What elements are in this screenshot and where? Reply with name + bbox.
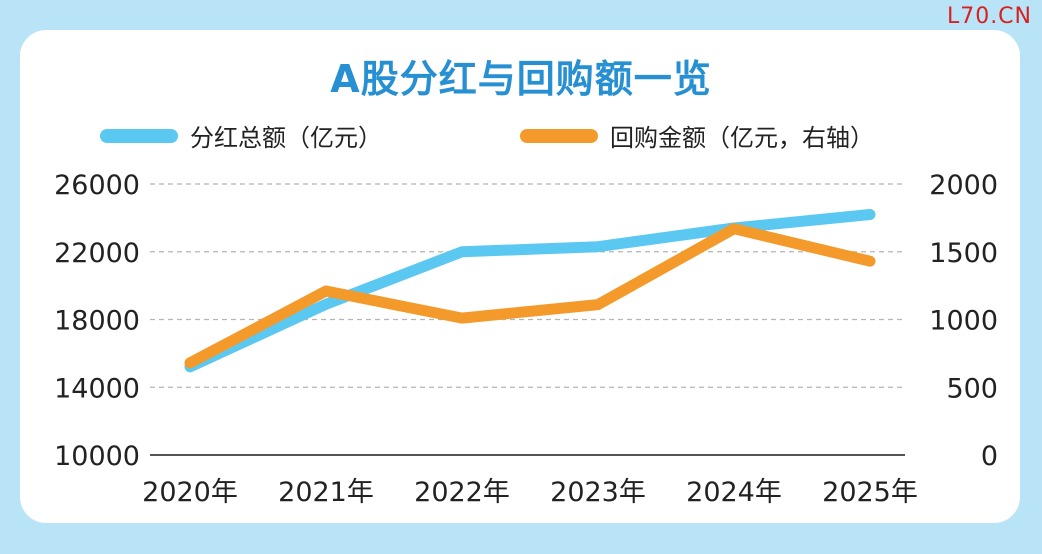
series-line-buybacks bbox=[184, 223, 876, 369]
y-right-tick-label: 2000 bbox=[929, 170, 998, 201]
series-lines bbox=[184, 209, 876, 373]
y-right-tick-label: 1000 bbox=[929, 306, 998, 337]
legend-item-dividends: 分红总额（亿元） bbox=[100, 118, 382, 153]
legend-label-buybacks: 回购金额（亿元，右轴） bbox=[610, 124, 874, 152]
x-tick-label: 2022年 bbox=[414, 477, 510, 508]
x-tick-label: 2024年 bbox=[686, 477, 782, 508]
legend-swatch-buybacks bbox=[520, 128, 598, 143]
y-axis-right: 0 500 1000 1500 2000 bbox=[929, 170, 998, 472]
gridlines bbox=[150, 183, 905, 456]
y-right-tick-label: 500 bbox=[946, 373, 998, 404]
legend-label-dividends: 分红总额（亿元） bbox=[190, 124, 382, 152]
y-left-tick-label: 14000 bbox=[54, 373, 140, 404]
y-axis-left: 10000 14000 18000 22000 26000 bbox=[54, 170, 140, 472]
watermark: L70.CN bbox=[946, 4, 1032, 29]
y-left-tick-label: 22000 bbox=[54, 238, 140, 269]
x-tick-label: 2025年 bbox=[822, 477, 918, 508]
x-axis: 2020年 2021年 2022年 2023年 2024年 2025年 bbox=[142, 477, 918, 508]
y-right-tick-label: 1500 bbox=[929, 238, 998, 269]
x-tick-label: 2020年 bbox=[142, 477, 238, 508]
chart-card bbox=[20, 30, 1020, 523]
y-right-tick-label: 0 bbox=[981, 441, 998, 472]
legend-item-buybacks: 回购金额（亿元，右轴） bbox=[520, 118, 874, 153]
y-left-tick-label: 26000 bbox=[54, 170, 140, 201]
series-line-dividends bbox=[184, 209, 876, 373]
chart-title: A股分红与回购额一览 bbox=[330, 57, 712, 101]
y-left-tick-label: 18000 bbox=[54, 306, 140, 337]
y-left-tick-label: 10000 bbox=[54, 441, 140, 472]
legend-swatch-dividends bbox=[100, 128, 178, 143]
legend: 分红总额（亿元） 回购金额（亿元，右轴） bbox=[0, 118, 1042, 158]
x-tick-label: 2021年 bbox=[278, 477, 374, 508]
x-tick-label: 2023年 bbox=[550, 477, 646, 508]
